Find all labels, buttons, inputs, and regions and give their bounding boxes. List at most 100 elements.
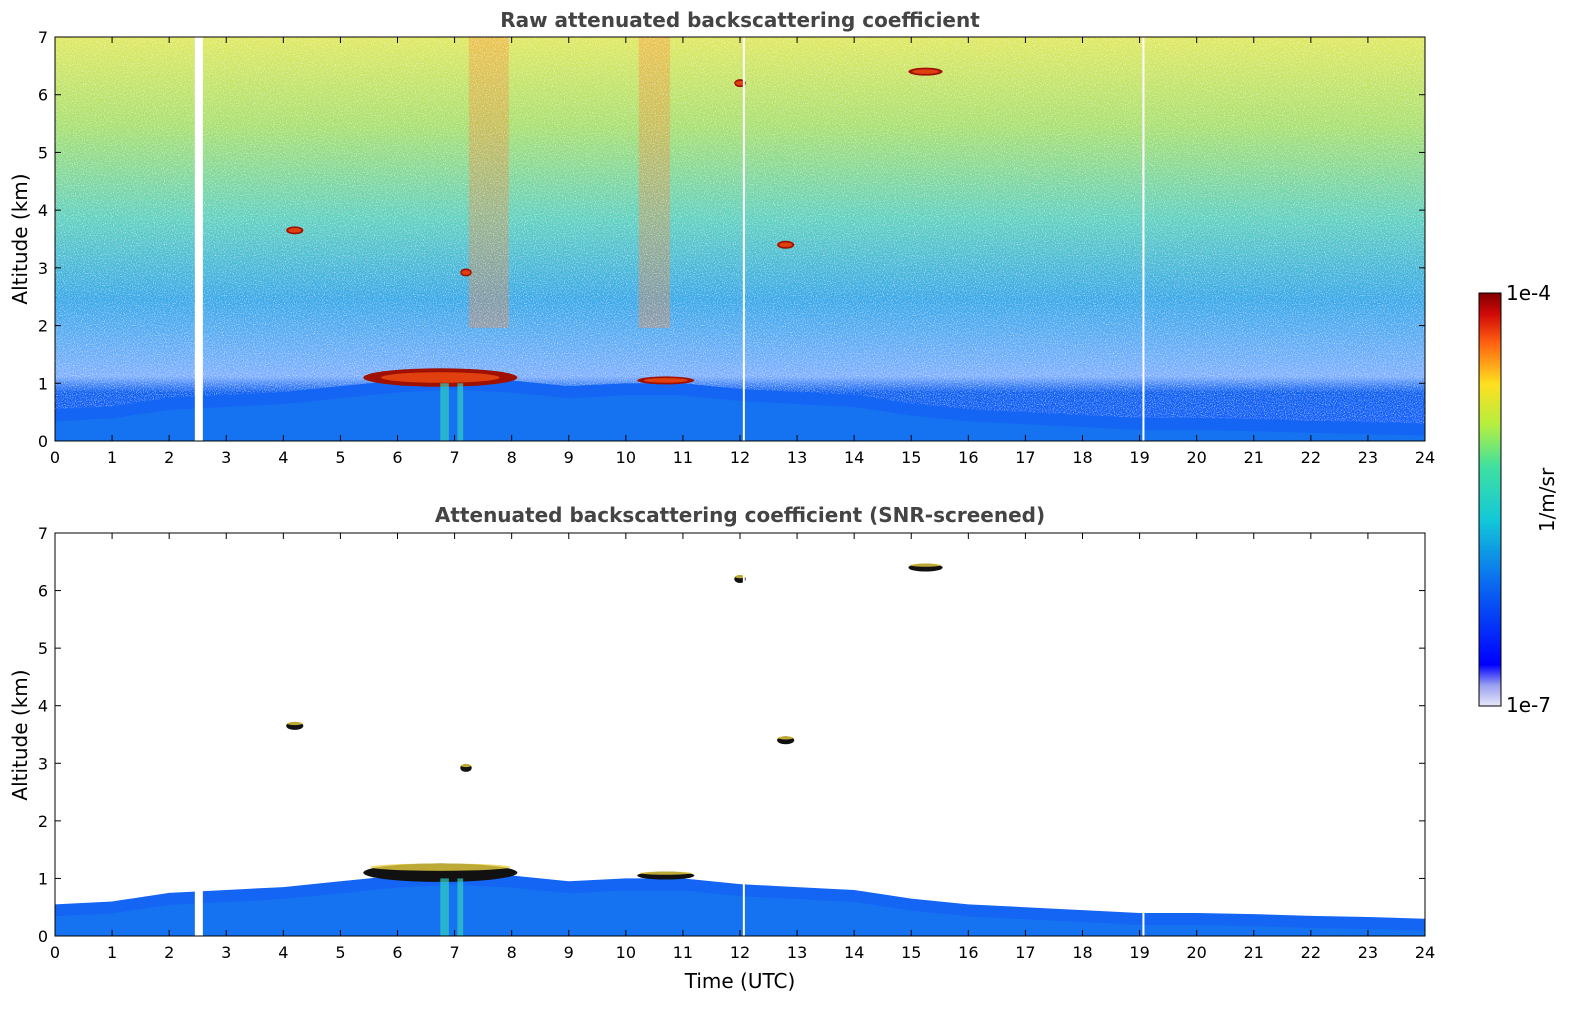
x-tick-label: 15 [901, 943, 921, 962]
chart-title: Raw attenuated backscattering coefficien… [500, 8, 980, 32]
boundary-layer [55, 872, 1425, 936]
x-tick-label: 6 [392, 448, 402, 467]
x-tick-label: 5 [335, 943, 345, 962]
x-tick-label: 11 [673, 448, 693, 467]
x-tick-label: 0 [50, 943, 60, 962]
colorbar-gradient [1478, 292, 1502, 707]
raw-heatmap [55, 37, 1425, 441]
x-tick-label: 23 [1358, 448, 1378, 467]
x-tick-label: 0 [50, 448, 60, 467]
x-tick-label: 4 [278, 943, 288, 962]
raw-backscatter-panel: Raw attenuated backscattering coefficien… [8, 8, 1435, 467]
x-tick-label: 12 [730, 448, 750, 467]
x-tick-label: 3 [221, 943, 231, 962]
y-tick-label: 5 [38, 143, 48, 162]
y-tick-label: 0 [38, 432, 48, 451]
y-tick-label: 7 [38, 28, 48, 47]
y-axis-label: Altitude (km) [8, 669, 32, 800]
screened-heatmap [55, 533, 1425, 936]
cloud-edge [909, 563, 942, 567]
x-tick-label: 24 [1415, 448, 1435, 467]
x-tick-label: 13 [787, 448, 807, 467]
cloud-core [381, 372, 500, 383]
x-tick-label: 16 [958, 943, 978, 962]
data-gap [742, 533, 745, 936]
x-tick-label: 14 [844, 943, 864, 962]
x-tick-label: 3 [221, 448, 231, 467]
x-tick-label: 2 [164, 943, 174, 962]
x-tick-label: 4 [278, 448, 288, 467]
x-tick-label: 22 [1301, 943, 1321, 962]
data-gap [742, 37, 745, 441]
colorbar-unit-label: 1/m/sr [1535, 467, 1559, 532]
x-tick-label: 18 [1072, 943, 1092, 962]
x-tick-label: 5 [335, 448, 345, 467]
x-tick-label: 22 [1301, 448, 1321, 467]
cloud-core [735, 80, 745, 86]
boundary-layer-shade [55, 389, 1425, 441]
cloud-edge [460, 763, 472, 768]
screened-backscatter-panel: Attenuated backscattering coefficient (S… [8, 503, 1435, 993]
x-tick-label: 2 [164, 448, 174, 467]
x-tick-label: 9 [564, 448, 574, 467]
x-tick-label: 13 [787, 943, 807, 962]
y-tick-label: 4 [38, 201, 48, 220]
precipitation-streak [440, 878, 449, 936]
y-tick-label: 1 [38, 374, 48, 393]
data-gap [194, 37, 203, 441]
y-tick-label: 1 [38, 869, 48, 888]
x-tick-label: 7 [449, 943, 459, 962]
x-tick-label: 8 [507, 943, 517, 962]
x-tick-label: 15 [901, 448, 921, 467]
x-tick-label: 21 [1244, 448, 1264, 467]
data-gap [1142, 37, 1145, 441]
precipitation-streak [440, 383, 449, 441]
x-tick-label: 20 [1186, 943, 1206, 962]
x-tick-label: 1 [107, 943, 117, 962]
y-tick-label: 2 [38, 812, 48, 831]
x-tick-label: 7 [449, 448, 459, 467]
x-tick-label: 10 [616, 448, 636, 467]
x-tick-label: 17 [1015, 448, 1035, 467]
colorbar-min-label: 1e-7 [1506, 693, 1551, 717]
x-tick-label: 1 [107, 448, 117, 467]
y-tick-label: 5 [38, 639, 48, 658]
x-tick-label: 18 [1072, 448, 1092, 467]
y-tick-label: 6 [38, 582, 48, 601]
data-gap [1142, 533, 1145, 936]
cloud-core [779, 242, 793, 248]
x-tick-label: 19 [1129, 943, 1149, 962]
x-tick-label: 20 [1186, 448, 1206, 467]
x-tick-label: 9 [564, 943, 574, 962]
x-axis-label: Time (UTC) [684, 969, 796, 993]
x-tick-label: 11 [673, 943, 693, 962]
x-tick-label: 23 [1358, 943, 1378, 962]
colorbar: 1e-4 1e-7 1/m/sr [1478, 281, 1559, 717]
y-tick-label: 4 [38, 697, 48, 716]
cloud-core [461, 270, 471, 275]
cloud-edge [639, 871, 692, 875]
precipitation-streak [457, 383, 464, 441]
y-tick-label: 0 [38, 927, 48, 946]
x-tick-label: 10 [616, 943, 636, 962]
cloud-core [643, 378, 688, 383]
y-tick-label: 7 [38, 524, 48, 543]
y-axis-label: Altitude (km) [8, 173, 32, 304]
cloud-edge [734, 575, 746, 579]
y-tick-label: 6 [38, 86, 48, 105]
data-gap [194, 533, 203, 936]
screened-background [55, 533, 1425, 936]
chart-title: Attenuated backscattering coefficient (S… [435, 503, 1045, 527]
colorbar-max-label: 1e-4 [1506, 281, 1551, 305]
boundary-layer [55, 377, 1425, 441]
y-tick-label: 2 [38, 317, 48, 336]
cloud-edge [370, 863, 511, 871]
x-tick-label: 12 [730, 943, 750, 962]
x-tick-label: 8 [507, 448, 517, 467]
cloud-core [288, 228, 302, 233]
precipitation-streak [457, 878, 464, 936]
x-tick-label: 16 [958, 448, 978, 467]
x-tick-label: 19 [1129, 448, 1149, 467]
x-tick-label: 24 [1415, 943, 1435, 962]
